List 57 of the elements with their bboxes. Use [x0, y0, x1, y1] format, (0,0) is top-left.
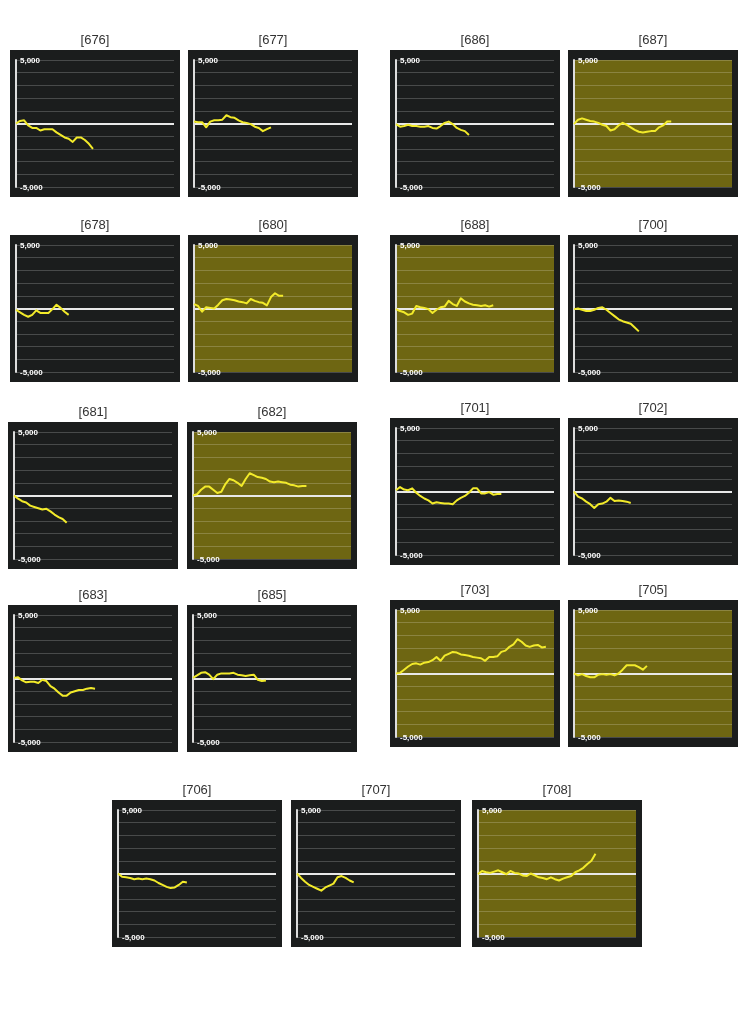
y-tick-label: 5,000	[400, 423, 421, 433]
y-tick-label: 5,000	[482, 805, 503, 815]
chart-title: [683]	[78, 587, 108, 602]
chart-title: [708]	[542, 782, 572, 797]
chart-title: [688]	[460, 217, 490, 232]
chart-title: [686]	[460, 32, 490, 47]
chart-title: [700]	[638, 217, 668, 232]
chart-title: [687]	[638, 32, 668, 47]
chart-title: [707]	[361, 782, 391, 797]
y-tick-label: 5,000	[578, 55, 599, 65]
y-tick-label: -5,000	[578, 550, 602, 560]
chart-title: [705]	[638, 582, 668, 597]
y-tick-label: -5,000	[482, 932, 506, 942]
y-tick-label: -5,000	[400, 367, 424, 377]
chart-title: [706]	[182, 782, 212, 797]
y-tick-label: -5,000	[197, 554, 221, 564]
chart-title: [702]	[638, 400, 668, 415]
y-tick-label: -5,000	[198, 367, 222, 377]
chart-title: [680]	[258, 217, 288, 232]
chart-title: [701]	[460, 400, 490, 415]
y-tick-label: -5,000	[578, 182, 602, 192]
chart-title: [676]	[80, 32, 110, 47]
y-tick-label: -5,000	[400, 550, 424, 560]
chart-title: [682]	[257, 404, 287, 419]
chart-title: [677]	[258, 32, 288, 47]
chart-title: [703]	[460, 582, 490, 597]
y-tick-label: 5,000	[20, 55, 41, 65]
y-tick-label: -5,000	[301, 932, 325, 942]
y-tick-label: -5,000	[122, 932, 146, 942]
y-tick-label: -5,000	[400, 182, 424, 192]
chart-title: [681]	[78, 404, 108, 419]
y-tick-label: -5,000	[197, 737, 221, 747]
y-tick-label: -5,000	[198, 182, 222, 192]
chart-title: [685]	[257, 587, 287, 602]
y-tick-label: -5,000	[20, 367, 44, 377]
y-tick-label: -5,000	[400, 732, 424, 742]
y-tick-label: 5,000	[198, 240, 219, 250]
y-tick-label: 5,000	[578, 605, 599, 615]
y-tick-label: -5,000	[18, 554, 42, 564]
y-tick-label: -5,000	[578, 367, 602, 377]
y-tick-label: 5,000	[18, 427, 39, 437]
y-tick-label: 5,000	[197, 427, 218, 437]
y-tick-label: 5,000	[400, 55, 421, 65]
y-tick-label: 5,000	[122, 805, 143, 815]
y-tick-label: 5,000	[197, 610, 218, 620]
y-tick-label: 5,000	[20, 240, 41, 250]
y-tick-label: 5,000	[400, 240, 421, 250]
y-tick-label: 5,000	[400, 605, 421, 615]
y-tick-label: 5,000	[18, 610, 39, 620]
y-tick-label: 5,000	[198, 55, 219, 65]
y-tick-label: -5,000	[578, 732, 602, 742]
y-tick-label: 5,000	[301, 805, 322, 815]
y-tick-label: 5,000	[578, 423, 599, 433]
y-tick-label: 5,000	[578, 240, 599, 250]
y-tick-label: -5,000	[18, 737, 42, 747]
chart-title: [678]	[80, 217, 110, 232]
y-tick-label: -5,000	[20, 182, 44, 192]
